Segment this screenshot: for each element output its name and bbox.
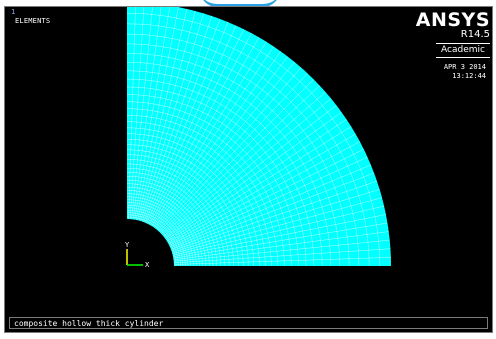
mesh-angular-line [173,214,386,258]
mesh-angular-line [165,112,342,239]
ansys-logo: ANSYS [415,9,490,31]
mesh-angular-line [172,205,385,256]
mesh-angular-line [134,7,170,220]
mesh-angular-line [143,18,221,223]
mesh-angular-line [166,126,352,242]
mesh-angular-line [156,61,295,230]
mesh-angular-line [161,85,320,234]
title-bar: composite hollow thick cylinder [9,317,488,329]
mesh-angular-line [164,105,337,238]
triad-x-label: X [145,261,150,269]
mesh-angular-line [146,25,237,224]
mesh-angular-line [149,33,252,225]
time-label: 13:12:44 [452,72,486,80]
mesh-angular-line [171,189,380,253]
mesh-angular-line [173,231,389,261]
mesh-angular-line [173,248,391,264]
top-strip [0,0,496,7]
mesh-angular-line [132,7,162,220]
mesh-angular-line [128,7,136,220]
license-badge: Academic [436,43,490,58]
window-number: 1 [11,8,16,16]
mesh-angular-line [162,91,326,236]
mesh-plot: Y X [125,7,391,269]
mesh-angular-line [169,156,368,247]
mesh-angular-line [157,67,302,231]
quarter-cylinder-mesh [126,7,391,267]
mesh-angular-line [141,15,213,222]
mesh-angular-line [167,133,356,243]
mesh-angular-line [155,56,288,229]
triad-y-label: Y [125,241,130,249]
graphics-window[interactable]: Y X 1 ELEMENTS ANSYS R14.5 Academic APR … [4,6,493,333]
mesh-angular-line [171,180,378,252]
mesh-angular-line [147,29,244,224]
mesh-angular-line [137,8,188,221]
mesh-angular-line [172,197,383,255]
mesh-angular-line [144,22,229,223]
mesh-angular-line [152,46,274,228]
mesh-angular-line [135,7,179,220]
mesh-angular-line [165,119,347,241]
date-label: APR 3 2014 [443,63,486,71]
mesh-angular-line [154,51,281,228]
plot-type-label: ELEMENTS [15,17,51,25]
mesh-angular-line [173,239,390,262]
mesh-angular-line [138,10,196,221]
mesh-angular-line [129,7,145,220]
model-title: composite hollow thick cylinder [14,319,164,328]
logo-arc-icon [200,0,280,7]
version-label: R14.5 [460,29,490,40]
mesh-angular-line [163,98,332,237]
mesh-angular-line [160,79,314,233]
mesh-angular-line [170,172,375,250]
mesh-angular-line [140,13,204,222]
mesh-angular-line [150,37,260,226]
mesh-angular-line [173,257,391,265]
mesh-angular-line [151,41,267,227]
mesh-angular-line [173,222,388,259]
axis-triad-icon: Y X [125,241,150,269]
mesh-angular-line [170,164,371,249]
mesh-angular-line [168,141,360,244]
mesh-angular-line [169,149,364,246]
mesh-angular-line [159,73,308,232]
mesh-angular-line [131,7,153,220]
